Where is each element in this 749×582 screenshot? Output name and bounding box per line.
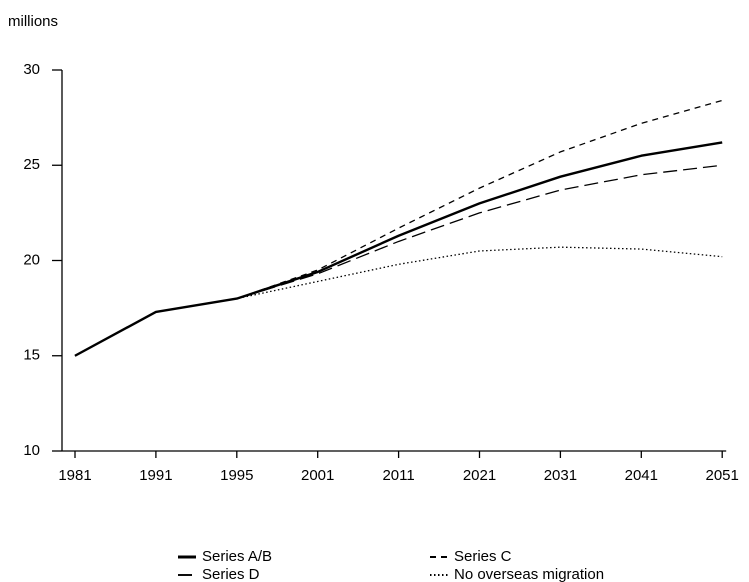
series-line [74,99,723,357]
x-tick-label: 1981 [58,467,91,484]
legend-label: Series C [454,548,512,565]
series-line [74,141,723,357]
legend-label: Series A/B [202,548,272,565]
x-tick-label: 2001 [301,467,334,484]
x-tick-label: 2041 [625,467,658,484]
y-axis-label: millions [8,13,58,30]
x-tick-label: 1991 [139,467,172,484]
y-tick-label: 30 [23,61,40,78]
y-tick-label: 20 [23,251,40,268]
series-line [74,246,723,357]
x-tick-label: 2011 [382,467,414,484]
x-tick-label: 2021 [463,467,496,484]
y-tick-label: 10 [23,442,40,459]
series-line [74,164,723,357]
x-tick-label: 2031 [544,467,577,484]
legend-label: Series D [202,566,260,582]
x-tick-label: 1995 [220,467,253,484]
x-tick-label: 2051 [706,467,739,484]
y-tick-label: 25 [23,156,40,173]
y-tick-label: 15 [23,347,40,364]
legend-label: No overseas migration [454,566,604,582]
